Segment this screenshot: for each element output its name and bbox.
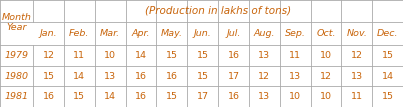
- Text: Sep.: Sep.: [285, 29, 305, 38]
- Text: Jun.: Jun.: [194, 29, 212, 38]
- Text: Oct.: Oct.: [316, 29, 336, 38]
- Text: 14: 14: [135, 51, 147, 60]
- Text: 15: 15: [382, 51, 394, 60]
- Text: 16: 16: [166, 72, 178, 81]
- Text: Mar.: Mar.: [100, 29, 120, 38]
- Text: 11: 11: [351, 92, 363, 101]
- Text: 16: 16: [227, 51, 239, 60]
- Text: 1980: 1980: [4, 72, 29, 81]
- Text: May.: May.: [161, 29, 183, 38]
- Text: 11: 11: [289, 51, 301, 60]
- Text: 15: 15: [197, 72, 209, 81]
- Text: Dec.: Dec.: [377, 29, 398, 38]
- Text: 13: 13: [258, 51, 270, 60]
- Text: 16: 16: [227, 92, 239, 101]
- Text: 12: 12: [320, 72, 332, 81]
- Text: 17: 17: [227, 72, 239, 81]
- Text: 16: 16: [42, 92, 54, 101]
- Text: 12: 12: [258, 72, 270, 81]
- Text: 1979: 1979: [4, 51, 29, 60]
- Text: Feb.: Feb.: [69, 29, 89, 38]
- Text: 13: 13: [258, 92, 270, 101]
- Text: 10: 10: [320, 51, 332, 60]
- Text: 15: 15: [382, 92, 394, 101]
- Text: 15: 15: [166, 51, 178, 60]
- Text: 13: 13: [351, 72, 363, 81]
- Text: Month
Year: Month Year: [2, 13, 31, 32]
- Text: 12: 12: [42, 51, 54, 60]
- Text: 15: 15: [166, 92, 178, 101]
- Text: Apr.: Apr.: [132, 29, 150, 38]
- Text: 10: 10: [104, 51, 116, 60]
- Text: Aug.: Aug.: [253, 29, 275, 38]
- Text: 16: 16: [135, 92, 147, 101]
- Text: 12: 12: [351, 51, 363, 60]
- Text: 16: 16: [135, 72, 147, 81]
- Text: 13: 13: [104, 72, 116, 81]
- Text: (Production in lakhs of tons): (Production in lakhs of tons): [145, 6, 291, 16]
- Text: 1981: 1981: [4, 92, 29, 101]
- Text: 13: 13: [289, 72, 301, 81]
- Text: 17: 17: [197, 92, 209, 101]
- Text: 10: 10: [289, 92, 301, 101]
- Text: 15: 15: [42, 72, 54, 81]
- Text: 14: 14: [73, 72, 85, 81]
- Text: 10: 10: [320, 92, 332, 101]
- Text: Jan.: Jan.: [39, 29, 57, 38]
- Text: 14: 14: [382, 72, 394, 81]
- Text: 11: 11: [73, 51, 85, 60]
- Text: 15: 15: [197, 51, 209, 60]
- Text: Nov.: Nov.: [346, 29, 367, 38]
- Text: 14: 14: [104, 92, 116, 101]
- Text: 15: 15: [73, 92, 85, 101]
- Text: Jul.: Jul.: [226, 29, 241, 38]
